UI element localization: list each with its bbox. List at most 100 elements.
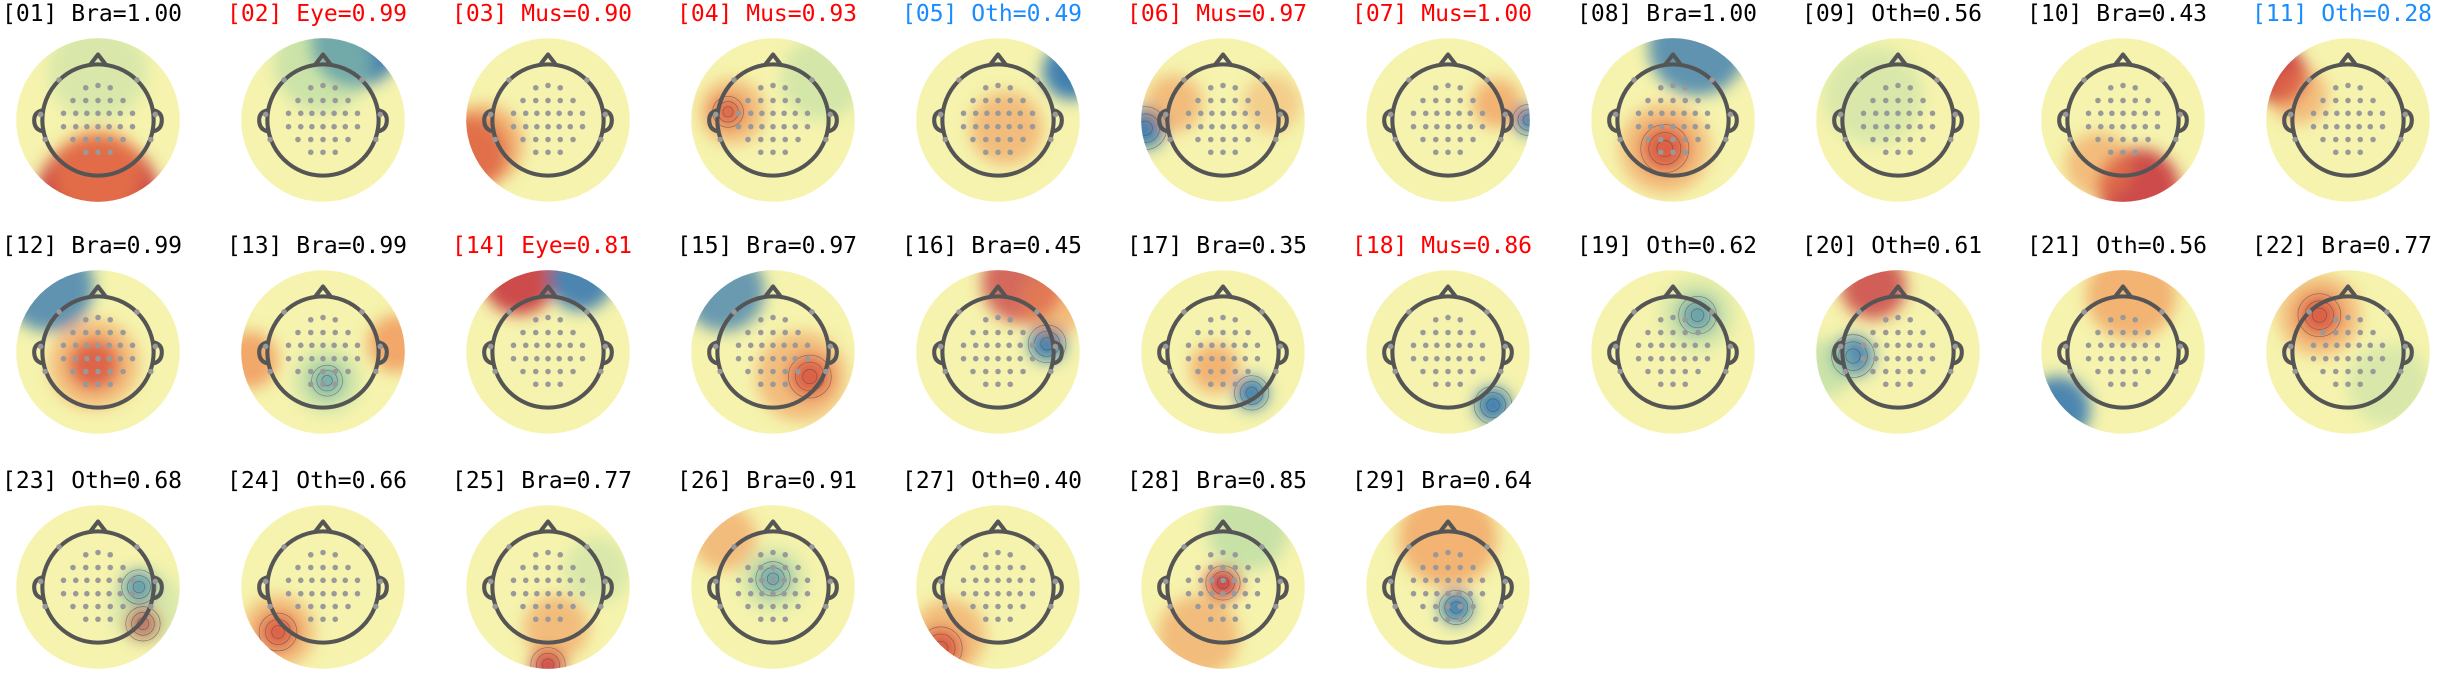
- contour-ring: [321, 375, 333, 387]
- contour-ring: [1640, 124, 1690, 174]
- electrode-dot: [1220, 603, 1226, 610]
- electrode-dot: [332, 368, 339, 375]
- electrode-dot: [95, 329, 101, 336]
- electrode-dot: [1670, 368, 1676, 375]
- electrode-dot: [1410, 577, 1417, 584]
- electrode-dot: [1895, 123, 1901, 130]
- electrode-dot: [1197, 355, 1204, 362]
- right-ear-outline: [1502, 340, 1514, 366]
- electrode-dot: [2131, 342, 2137, 349]
- electrode-dot: [120, 329, 126, 336]
- electrode-dot: [1920, 329, 1926, 336]
- electrode-dot: [2085, 355, 2092, 362]
- electrode-dot: [1422, 342, 1429, 349]
- electrode-dot: [56, 544, 62, 550]
- topomap: [16, 270, 180, 434]
- electrode-dot: [1470, 97, 1476, 104]
- electrode-dot: [82, 564, 89, 571]
- contour-ring: [1522, 114, 1530, 126]
- electrode-dot: [782, 551, 789, 558]
- electrode-dot: [1048, 603, 1054, 610]
- electrode-dot: [2120, 110, 2126, 117]
- component-18: [18] Mus=0.86: [1350, 232, 1575, 452]
- electrode-dot: [770, 314, 776, 321]
- electrode-dot: [1232, 149, 1239, 156]
- field-blob: [1022, 270, 1080, 336]
- electrode-dot: [2145, 97, 2151, 104]
- field-blob: [756, 331, 847, 422]
- electrode-dot: [557, 381, 564, 388]
- electrode-dot: [567, 590, 574, 597]
- electrode-dot: [82, 316, 89, 323]
- electrode-dot: [2357, 149, 2364, 156]
- electrode-dot: [320, 97, 326, 104]
- electrode-dot: [1420, 603, 1426, 610]
- electrode-dot: [1007, 316, 1014, 323]
- electrode-dot: [106, 110, 112, 117]
- electrode-dot: [1197, 342, 1204, 349]
- electrode-dot: [487, 578, 494, 585]
- electrode-dot: [2357, 368, 2364, 375]
- left-ear-outline: [1832, 108, 1844, 134]
- electrode-dot: [510, 355, 517, 362]
- electrode-dot: [1432, 84, 1439, 91]
- electrode-dot: [1895, 368, 1901, 375]
- electrode-dot: [1232, 381, 1239, 388]
- electrode-dot: [2109, 110, 2115, 117]
- electrode-dot: [1681, 110, 1687, 117]
- nose-outline: [313, 284, 333, 299]
- electrode-dot: [545, 355, 551, 362]
- electrode-dot: [1245, 564, 1251, 571]
- electrode-dot: [84, 577, 90, 584]
- head-outline: [1615, 62, 1731, 178]
- component-04: [04] Mus=0.93: [675, 0, 900, 220]
- electrode-dot: [747, 590, 754, 597]
- electrode-dot: [2357, 329, 2364, 336]
- topomap: [1591, 270, 1755, 434]
- electrode-dot: [2067, 368, 2073, 375]
- electrode-dot: [60, 342, 67, 349]
- contour-ring: [1444, 595, 1468, 620]
- electrode-dot: [342, 110, 349, 117]
- topomap: [241, 270, 405, 434]
- electrode-dot: [970, 136, 976, 143]
- electrode-dot: [1860, 123, 1867, 130]
- electrode-dot: [307, 603, 314, 610]
- electrode-dot: [602, 111, 609, 118]
- electrode-dot: [770, 368, 776, 375]
- contour-ring: [316, 369, 338, 392]
- electrode-dot: [1917, 355, 1924, 362]
- electrode-dot: [359, 309, 365, 315]
- electrode-dot: [1670, 342, 1676, 349]
- left-ear-outline: [482, 575, 494, 601]
- electrode-dot: [545, 97, 551, 104]
- electrode-dot: [602, 578, 609, 585]
- electrode-dot: [1479, 110, 1486, 117]
- electrode-dot: [1207, 97, 1214, 104]
- nose-outline: [538, 52, 558, 67]
- electrode-dot: [2132, 381, 2139, 388]
- electrode-dot: [117, 590, 124, 597]
- right-ear-outline: [1052, 108, 1064, 134]
- electrode-dot: [2132, 329, 2139, 336]
- electrode-dot: [1670, 329, 1676, 336]
- electrode-dot: [1882, 149, 1889, 156]
- electrode-dot: [567, 342, 574, 349]
- electrode-dot: [2332, 136, 2339, 143]
- electrode-dot: [809, 544, 815, 550]
- electrode-dot: [2345, 329, 2351, 336]
- electrode-dot: [984, 123, 990, 130]
- electrode-dot: [1445, 616, 1451, 623]
- electrode-dot: [129, 110, 136, 117]
- electrode-dot: [809, 77, 815, 83]
- electrode-dot: [735, 577, 742, 584]
- electrode-dot: [2107, 97, 2114, 104]
- field-blob: [241, 595, 315, 669]
- component-12: [12] Bra=0.99: [0, 232, 225, 452]
- electrode-dot: [297, 577, 304, 584]
- electrode-dot: [1837, 111, 1844, 118]
- electrode-dot: [309, 110, 315, 117]
- electrode-dot: [1920, 136, 1926, 143]
- electrode-dot: [1445, 564, 1451, 571]
- electrode-dot: [2095, 329, 2101, 336]
